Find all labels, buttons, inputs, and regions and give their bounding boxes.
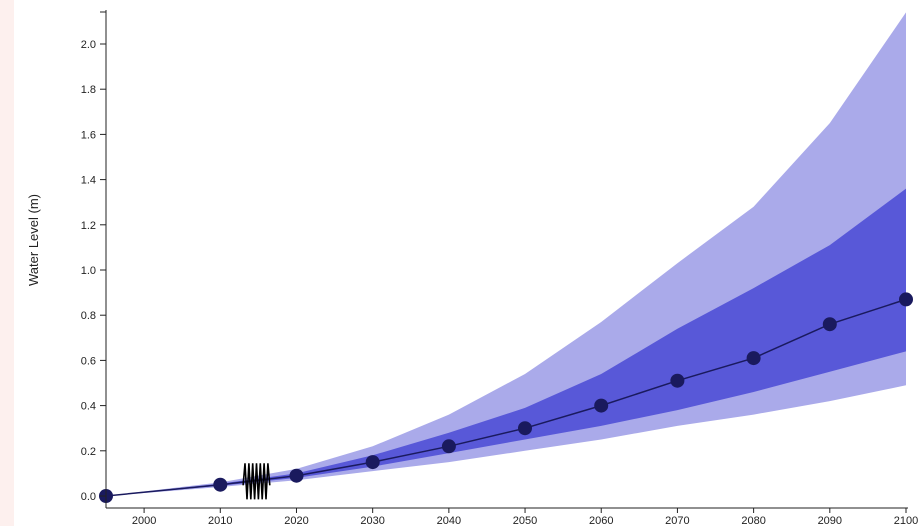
- y-axis-title: Water Level (m): [26, 194, 41, 286]
- y-tick-label-7: 1.4: [81, 175, 96, 187]
- projection-markers: [99, 292, 913, 503]
- data-point-2090: [822, 317, 837, 332]
- x-tick-label-8: 2080: [741, 515, 765, 526]
- y-tick-label-0: 0.0: [81, 491, 96, 503]
- page-edge-strip: [0, 0, 14, 526]
- data-point-2060: [594, 398, 609, 413]
- y-tick-label-8: 1.6: [81, 129, 96, 141]
- x-tick-label-3: 2030: [360, 515, 384, 526]
- x-tick-label-10: 2100: [894, 515, 918, 526]
- uncertainty-bands: [106, 12, 906, 497]
- data-point-2030: [365, 455, 380, 470]
- y-tick-label-2: 0.4: [81, 401, 96, 413]
- y-tick-label-5: 1.0: [81, 265, 96, 277]
- y-tick-label-3: 0.6: [81, 355, 96, 367]
- y-tick-label-10: 2.0: [81, 39, 96, 51]
- y-tick-label-1: 0.2: [81, 446, 96, 458]
- x-tick-label-4: 2040: [437, 515, 461, 526]
- x-tick-label-1: 2010: [208, 515, 232, 526]
- x-tick-label-9: 2090: [818, 515, 842, 526]
- data-point-2070: [670, 373, 685, 388]
- x-tick-label-2: 2020: [284, 515, 308, 526]
- axes: 0.0 0.2 0.4 0.6 0.8 1.0 1.2 1.4 1.6 1.8 2.0 2000 201…: [81, 10, 918, 526]
- data-point-2100: [899, 292, 913, 307]
- data-point-2010: [213, 477, 228, 492]
- observed-record-layer: [242, 463, 271, 500]
- y-tick-label-6: 1.2: [81, 220, 96, 232]
- x-tick-label-0: 2000: [132, 515, 156, 526]
- observed-tide-gauge-record: [242, 463, 271, 500]
- x-tick-label-5: 2050: [513, 515, 537, 526]
- data-point-2080: [746, 351, 761, 366]
- y-tick-label-4: 0.8: [81, 310, 96, 322]
- inner-likely-range-band: [106, 188, 906, 496]
- y-tick-label-9: 1.8: [81, 84, 96, 96]
- x-tick-label-6: 2060: [589, 515, 613, 526]
- data-point-2020: [289, 468, 304, 483]
- x-tick-label-7: 2070: [665, 515, 689, 526]
- data-point-2040: [441, 439, 456, 454]
- data-point-2050: [518, 421, 532, 436]
